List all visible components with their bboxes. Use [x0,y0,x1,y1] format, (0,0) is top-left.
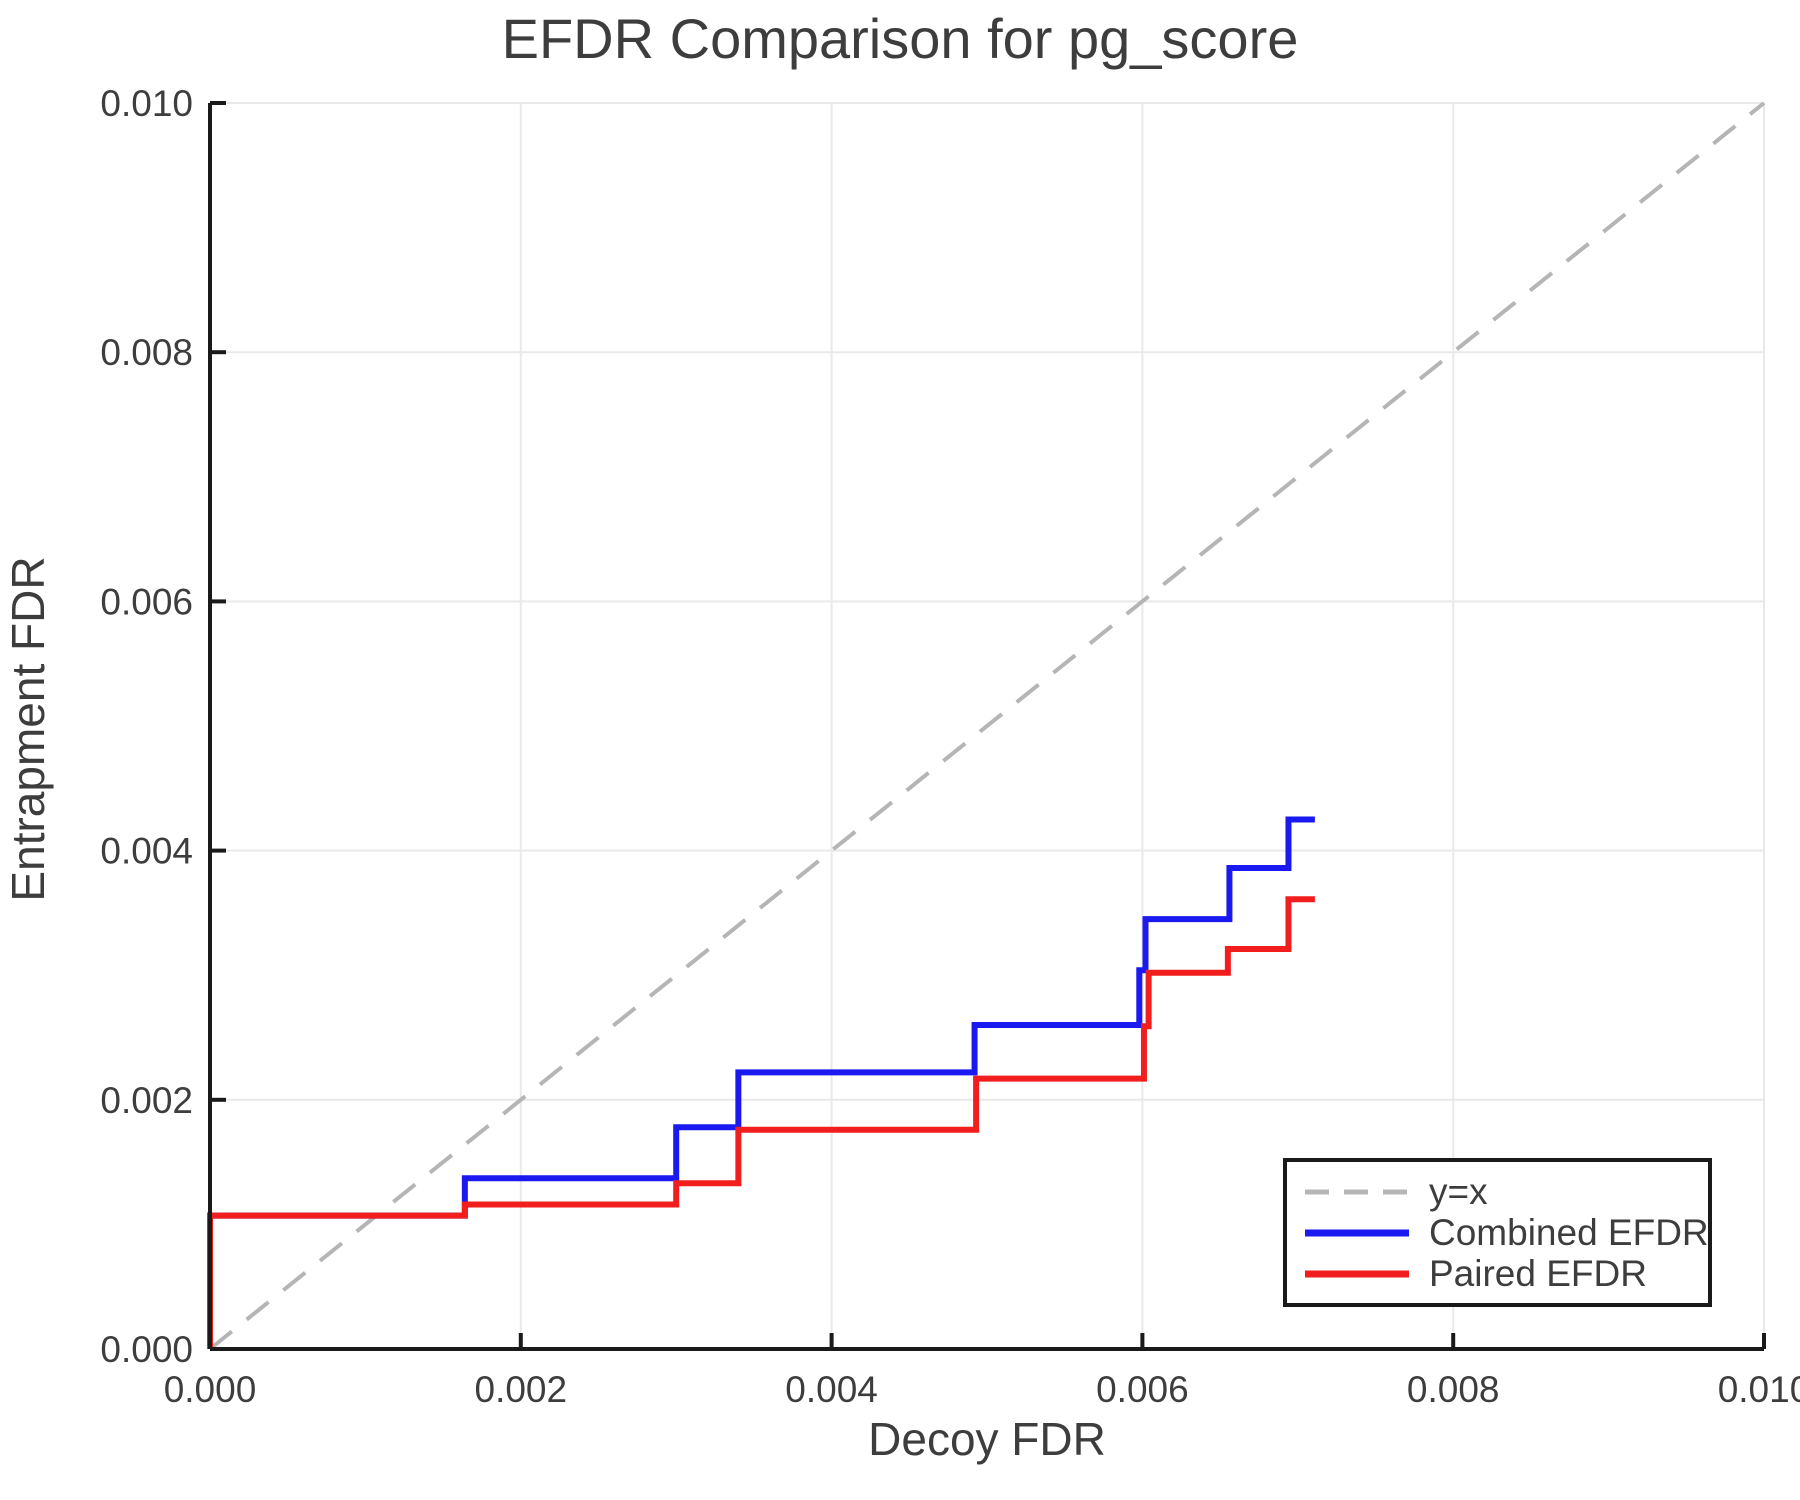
y-tick-label: 0.002 [100,1080,193,1121]
x-axis-label: Decoy FDR [868,1413,1106,1465]
legend-label-diagonal: y=x [1429,1170,1488,1212]
x-tick-label: 0.006 [1096,1369,1189,1410]
legend-label-paired: Paired EFDR [1429,1252,1647,1294]
legend-item-diagonal: y=x [1303,1171,1708,1212]
paired-line-sample [1305,1270,1409,1277]
x-tick-label: 0.008 [1407,1369,1500,1410]
dashed-line-sample [1305,1189,1409,1194]
y-axis-label: Entrapment FDR [2,556,54,902]
legend-label-combined: Combined EFDR [1429,1211,1709,1253]
legend-item-combined: Combined EFDR [1303,1211,1709,1253]
y-tick-label: 0.006 [100,581,193,622]
x-tick-label: 0.010 [1718,1369,1800,1410]
series-paired-efdr [207,896,1315,1349]
y-tick-label: 0.000 [100,1329,193,1370]
y-tick-label: 0.004 [100,831,193,872]
legend-box: y=x Combined EFDR Paired EFDR [1283,1158,1712,1307]
y-tick-label: 0.010 [100,83,193,124]
chart-title: EFDR Comparison for pg_score [501,7,1299,70]
y-tick-label: 0.008 [100,332,193,373]
x-tick-label: 0.000 [164,1369,257,1410]
series-combined-efdr [207,816,1315,1349]
combined-line-sample [1305,1229,1409,1236]
x-tick-label: 0.002 [475,1369,568,1410]
diagonal-reference-line [208,101,1766,1351]
legend-item-paired: Paired EFDR [1303,1253,1708,1294]
x-tick-label: 0.004 [785,1369,878,1410]
